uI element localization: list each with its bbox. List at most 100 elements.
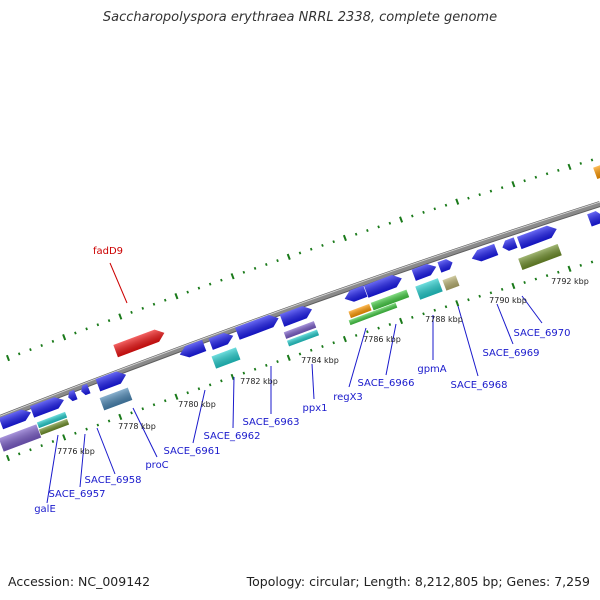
- minor-tick: [500, 186, 504, 190]
- major-tick: [399, 216, 404, 223]
- gene-SACE-6961-shade: [179, 339, 207, 358]
- minor-tick: [354, 232, 358, 236]
- major-tick: [399, 317, 404, 325]
- major-tick: [6, 454, 10, 462]
- scale-label: 7776 kbp: [57, 447, 95, 456]
- leader-fadd9: [109, 262, 128, 304]
- label-sace-6961: SACE_6961: [164, 446, 221, 457]
- gene-strand-a2-shade: [29, 397, 64, 418]
- gene-strand-a5: [95, 371, 127, 392]
- minor-tick: [489, 291, 493, 295]
- major-tick: [342, 234, 347, 242]
- gene-strand-e2-shade: [502, 237, 518, 251]
- major-tick: [567, 265, 572, 272]
- minor-tick: [557, 168, 560, 172]
- minor-tick: [422, 312, 425, 316]
- minor-tick: [557, 270, 560, 274]
- gene-strand-e3: [516, 225, 557, 250]
- major-tick: [455, 300, 460, 307]
- leader-regx3: [348, 327, 367, 388]
- gene-top-edge-shade: [593, 164, 600, 180]
- gene-SACE-6968-shade: [442, 275, 460, 291]
- minor-tick: [85, 427, 88, 431]
- leader-sace-6961: [192, 389, 206, 444]
- gene-strand-a3: [68, 389, 78, 402]
- gene-ppx1: [286, 329, 320, 347]
- minor-tick: [309, 247, 313, 251]
- gene-strand-e3-shade: [516, 225, 557, 250]
- minor-tick: [74, 431, 77, 435]
- minor-tick: [253, 266, 257, 270]
- minor-tick: [276, 360, 279, 364]
- gene-strand-d2: [437, 259, 453, 273]
- gene-SACE-6957-shade: [36, 411, 68, 429]
- gene-strand-a5-shade: [95, 371, 127, 392]
- minor-tick: [309, 348, 313, 352]
- minor-tick: [433, 308, 437, 312]
- major-tick: [174, 293, 179, 300]
- minor-tick: [220, 278, 223, 282]
- minor-tick: [85, 327, 88, 331]
- gene-strand-c1-shade: [344, 285, 368, 302]
- label-gpma: gpmA: [417, 364, 446, 375]
- minor-tick: [141, 306, 145, 310]
- major-tick: [511, 282, 516, 290]
- minor-tick: [96, 423, 100, 427]
- minor-tick: [500, 287, 504, 291]
- gene-strand-b3: [279, 306, 312, 327]
- gene-strand-e1-shade: [471, 243, 499, 262]
- minor-tick: [51, 339, 55, 343]
- minor-tick: [17, 352, 21, 356]
- gene-strand-c2: [363, 275, 402, 298]
- minor-tick: [265, 263, 268, 267]
- minor-tick: [51, 440, 55, 443]
- major-tick: [118, 413, 123, 421]
- leader-sace-6962: [232, 376, 235, 429]
- scale-label: 7778 kbp: [118, 422, 156, 431]
- minor-tick: [489, 189, 493, 193]
- gene-SACE-6966: [370, 289, 410, 311]
- minor-tick: [208, 383, 212, 387]
- minor-tick: [96, 323, 100, 327]
- minor-tick: [478, 193, 481, 197]
- leader-sace-6966: [385, 323, 397, 376]
- minor-tick: [354, 333, 358, 337]
- gene-strand-a3-shade: [68, 389, 78, 402]
- gene-strand-b1: [208, 332, 234, 350]
- gene-regX3-b: [348, 302, 398, 326]
- outer-tick-ring: [6, 158, 594, 362]
- major-tick: [174, 393, 179, 400]
- gene-SACE-6957: [36, 411, 68, 429]
- label-regx3: regX3: [333, 392, 363, 403]
- minor-tick: [411, 214, 414, 218]
- minor-tick: [366, 229, 369, 233]
- major-tick: [455, 198, 460, 205]
- minor-tick: [467, 196, 470, 200]
- label-proc: proC: [145, 460, 168, 471]
- minor-tick: [534, 175, 538, 179]
- gene-strand-d2-shade: [437, 259, 453, 273]
- minor-tick: [332, 240, 335, 244]
- major-tick: [62, 434, 67, 441]
- gene-regX3-a-shade: [348, 303, 372, 319]
- label-sace-6958: SACE_6958: [85, 475, 142, 486]
- major-tick: [342, 335, 347, 343]
- major-tick: [230, 273, 235, 280]
- minor-tick: [444, 305, 448, 309]
- minor-tick: [29, 448, 32, 452]
- label-gale: galE: [34, 504, 56, 515]
- gene-SACE-6966-shade: [370, 289, 410, 311]
- gene-SACE-6963-shade: [283, 321, 317, 339]
- scale-label: 7790 kbp: [489, 296, 527, 305]
- gene-gpmA-shade: [415, 278, 443, 300]
- minor-tick: [40, 344, 43, 347]
- map-title: Saccharopolyspora erythraea NRRL 2338, c…: [102, 10, 498, 25]
- major-tick: [62, 334, 67, 341]
- minor-tick: [276, 259, 279, 263]
- backbone-highlight: [0, 201, 600, 417]
- minor-tick: [152, 302, 156, 306]
- minor-tick: [366, 330, 369, 334]
- leader-sace-6968: [457, 305, 479, 377]
- gene-fadD9: [113, 329, 165, 358]
